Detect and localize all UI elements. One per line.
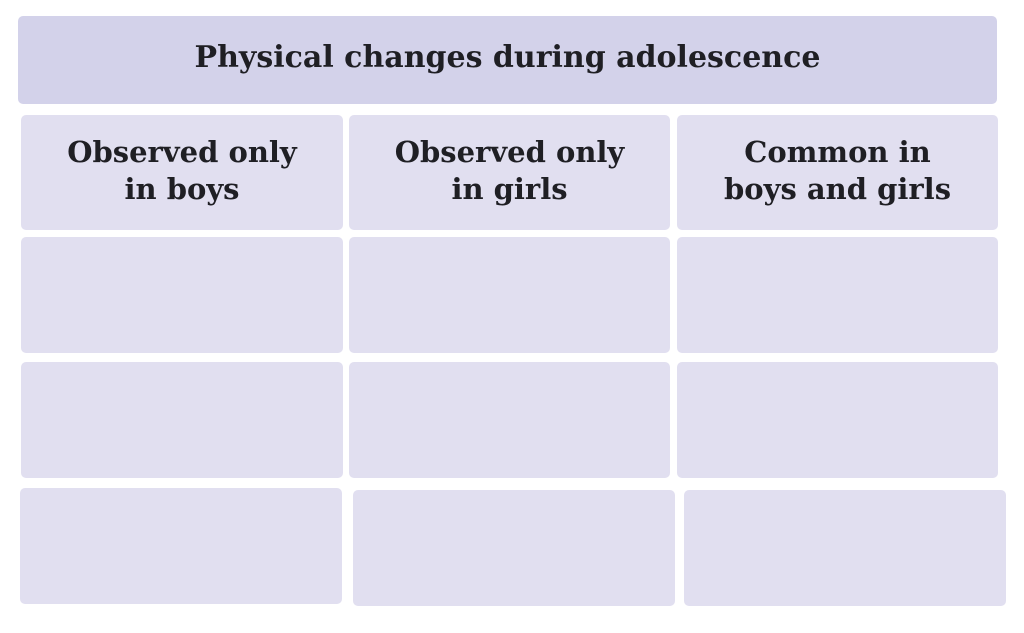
table-cell-row1-common: [677, 237, 998, 353]
table-cell-row1-boys: [21, 237, 343, 353]
column-header-girls-label: Observed only in girls: [394, 134, 625, 206]
column-header-common: Common in boys and girls: [677, 115, 998, 230]
table-title: Physical changes during adolescence: [194, 39, 821, 75]
column-header-girls: Observed only in girls: [349, 115, 670, 230]
table-cell-row2-girls: [349, 362, 670, 478]
table-cell-row3-girls: [353, 490, 675, 606]
column-header-boys-label: Observed only in boys: [67, 134, 297, 206]
table-title-bar: Physical changes during adolescence: [18, 16, 997, 104]
table-cell-row3-common: [684, 490, 1006, 606]
table-cell-row2-boys: [21, 362, 343, 478]
table-cell-row1-girls: [349, 237, 670, 353]
column-header-boys: Observed only in boys: [21, 115, 343, 230]
table-cell-row2-common: [677, 362, 998, 478]
column-header-common-label: Common in boys and girls: [723, 134, 952, 206]
table-cell-row3-boys: [20, 488, 342, 604]
